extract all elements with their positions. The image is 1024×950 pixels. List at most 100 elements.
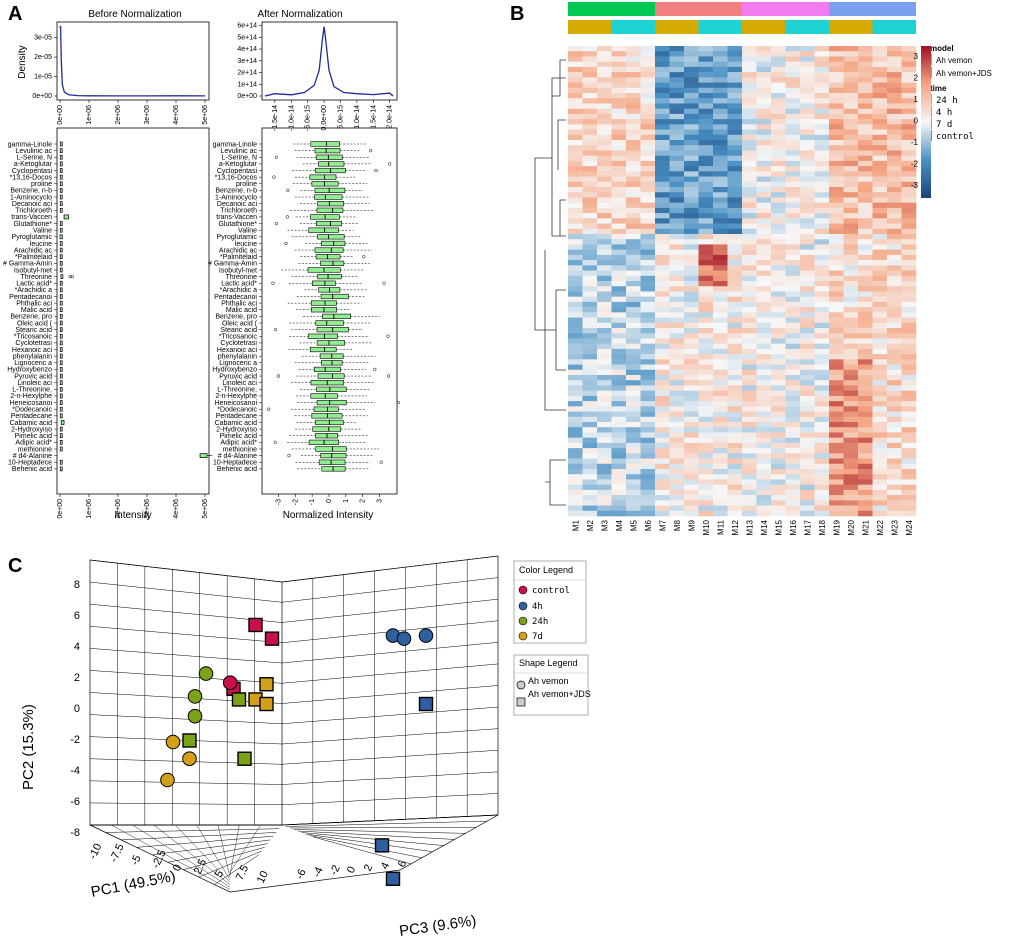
heatmap-cell	[887, 98, 902, 104]
heatmap-cell	[872, 119, 888, 125]
heatmap-cell	[698, 338, 714, 344]
heatmap-cell	[742, 181, 757, 188]
heatmap-cell	[640, 213, 656, 219]
heatmap-cell	[611, 312, 627, 318]
pca-grid-line	[281, 706, 499, 724]
box-before-box	[59, 260, 63, 266]
heatmap-cell	[829, 354, 844, 360]
heatmap-cell	[597, 77, 612, 83]
heatmap-cell	[742, 228, 757, 235]
heatmap-cell	[582, 385, 598, 391]
heatmap-cell	[727, 437, 743, 444]
box-before-label: L-Threonine,	[12, 387, 52, 394]
heatmap-cell	[742, 432, 757, 438]
heatmap-cell	[742, 442, 757, 449]
heatmap-cell	[713, 401, 728, 407]
heatmap-cell	[785, 223, 801, 230]
heatmap-cell	[858, 312, 873, 318]
legend-24h-marker	[518, 616, 528, 626]
heatmap-cell	[901, 348, 917, 355]
heatmap-cell	[843, 354, 859, 360]
heatmap-cell	[814, 145, 830, 151]
heatmap-cell	[829, 359, 844, 365]
pc3-tick-label: 0	[345, 865, 358, 876]
heatmap-cell	[800, 416, 815, 423]
heatmap-cell	[582, 432, 598, 438]
heatmap-cell	[742, 119, 757, 125]
time-annotation-bar	[655, 2, 742, 16]
box-after-label: Isobutyl-met	[219, 267, 257, 274]
heatmap-cell	[727, 155, 743, 162]
heatmap-cell	[843, 275, 859, 282]
box-before-box	[59, 347, 63, 352]
heatmap-cell	[872, 166, 888, 172]
heatmap-cell	[626, 369, 641, 376]
heatmap-cell	[858, 406, 873, 412]
heatmap-cell	[698, 228, 714, 235]
box-before-label: Cyclotetrasi	[15, 340, 52, 347]
box-after-box	[315, 154, 343, 160]
box-after-box	[315, 254, 341, 260]
heatmap-cell	[756, 343, 772, 350]
pca-floor-grid	[305, 833, 433, 852]
heatmap-cell	[626, 286, 641, 292]
heatmap-cell	[626, 401, 641, 407]
heatmap-cell	[785, 317, 801, 324]
pca-floor-grid	[293, 829, 466, 834]
heatmap-cell	[713, 489, 728, 496]
heatmap-cell	[901, 281, 917, 287]
heatmap-cell	[858, 124, 873, 130]
pc1-tick-label: 5	[213, 869, 226, 880]
heatmap-cell	[872, 249, 888, 256]
heatmap-cell	[742, 296, 757, 303]
heatmap-cell	[568, 437, 583, 444]
pc3-tick-label: -6	[294, 867, 309, 881]
heatmap-cell	[640, 364, 656, 371]
heatmap-cell	[829, 312, 844, 318]
heatmap-cell	[684, 510, 699, 517]
heatmap-cell	[814, 328, 830, 334]
heatmap-cell	[785, 395, 801, 402]
heatmap-cell	[829, 260, 844, 266]
heatmap-cell	[713, 411, 728, 418]
heatmap-cell	[887, 385, 902, 391]
pca-point-24h	[182, 733, 197, 748]
heatmap-cell	[684, 150, 699, 156]
heatmap-cell	[872, 265, 888, 271]
heatmap-cell	[698, 207, 714, 214]
heatmap-cell	[829, 239, 844, 245]
box-after-label: Trichloroeth	[220, 208, 257, 215]
heatmap-cell	[901, 354, 917, 360]
heatmap-cell	[582, 437, 598, 444]
density-before-xtick-label: 4e+06	[173, 105, 180, 125]
heatmap-cell	[843, 317, 859, 324]
heatmap-cell	[713, 463, 728, 470]
heatmap-cell	[626, 469, 641, 475]
heatmap-cell	[858, 479, 873, 485]
heatmap-cell	[640, 103, 656, 109]
heatmap-cell	[771, 150, 786, 156]
heatmap-cell	[814, 453, 830, 459]
heatmap-cell	[626, 416, 641, 423]
heatmap-cell	[858, 338, 873, 344]
heatmap-cell	[698, 197, 714, 203]
pca-grid-line	[89, 648, 283, 664]
heatmap-cell	[669, 422, 685, 428]
heatmap-cell	[655, 411, 670, 418]
heatmap-cell	[698, 479, 714, 485]
heatmap-cell	[843, 401, 859, 407]
heatmap-cell	[843, 124, 859, 130]
box-after-label: Adipic acid*	[220, 440, 257, 447]
legend-4h-marker	[518, 601, 528, 611]
heatmap-cell	[800, 354, 815, 360]
heatmap-cell	[713, 108, 728, 115]
heatmap-cell	[771, 505, 786, 512]
heatmap-cell	[684, 254, 699, 261]
heatmap-cell	[756, 307, 772, 313]
heatmap-cell	[684, 364, 699, 371]
heatmap-cell	[785, 113, 801, 120]
heatmap-cell	[872, 192, 888, 198]
heatmap-cell	[785, 286, 801, 292]
heatmap-cell	[655, 66, 670, 73]
heatmap-cell	[669, 218, 685, 224]
